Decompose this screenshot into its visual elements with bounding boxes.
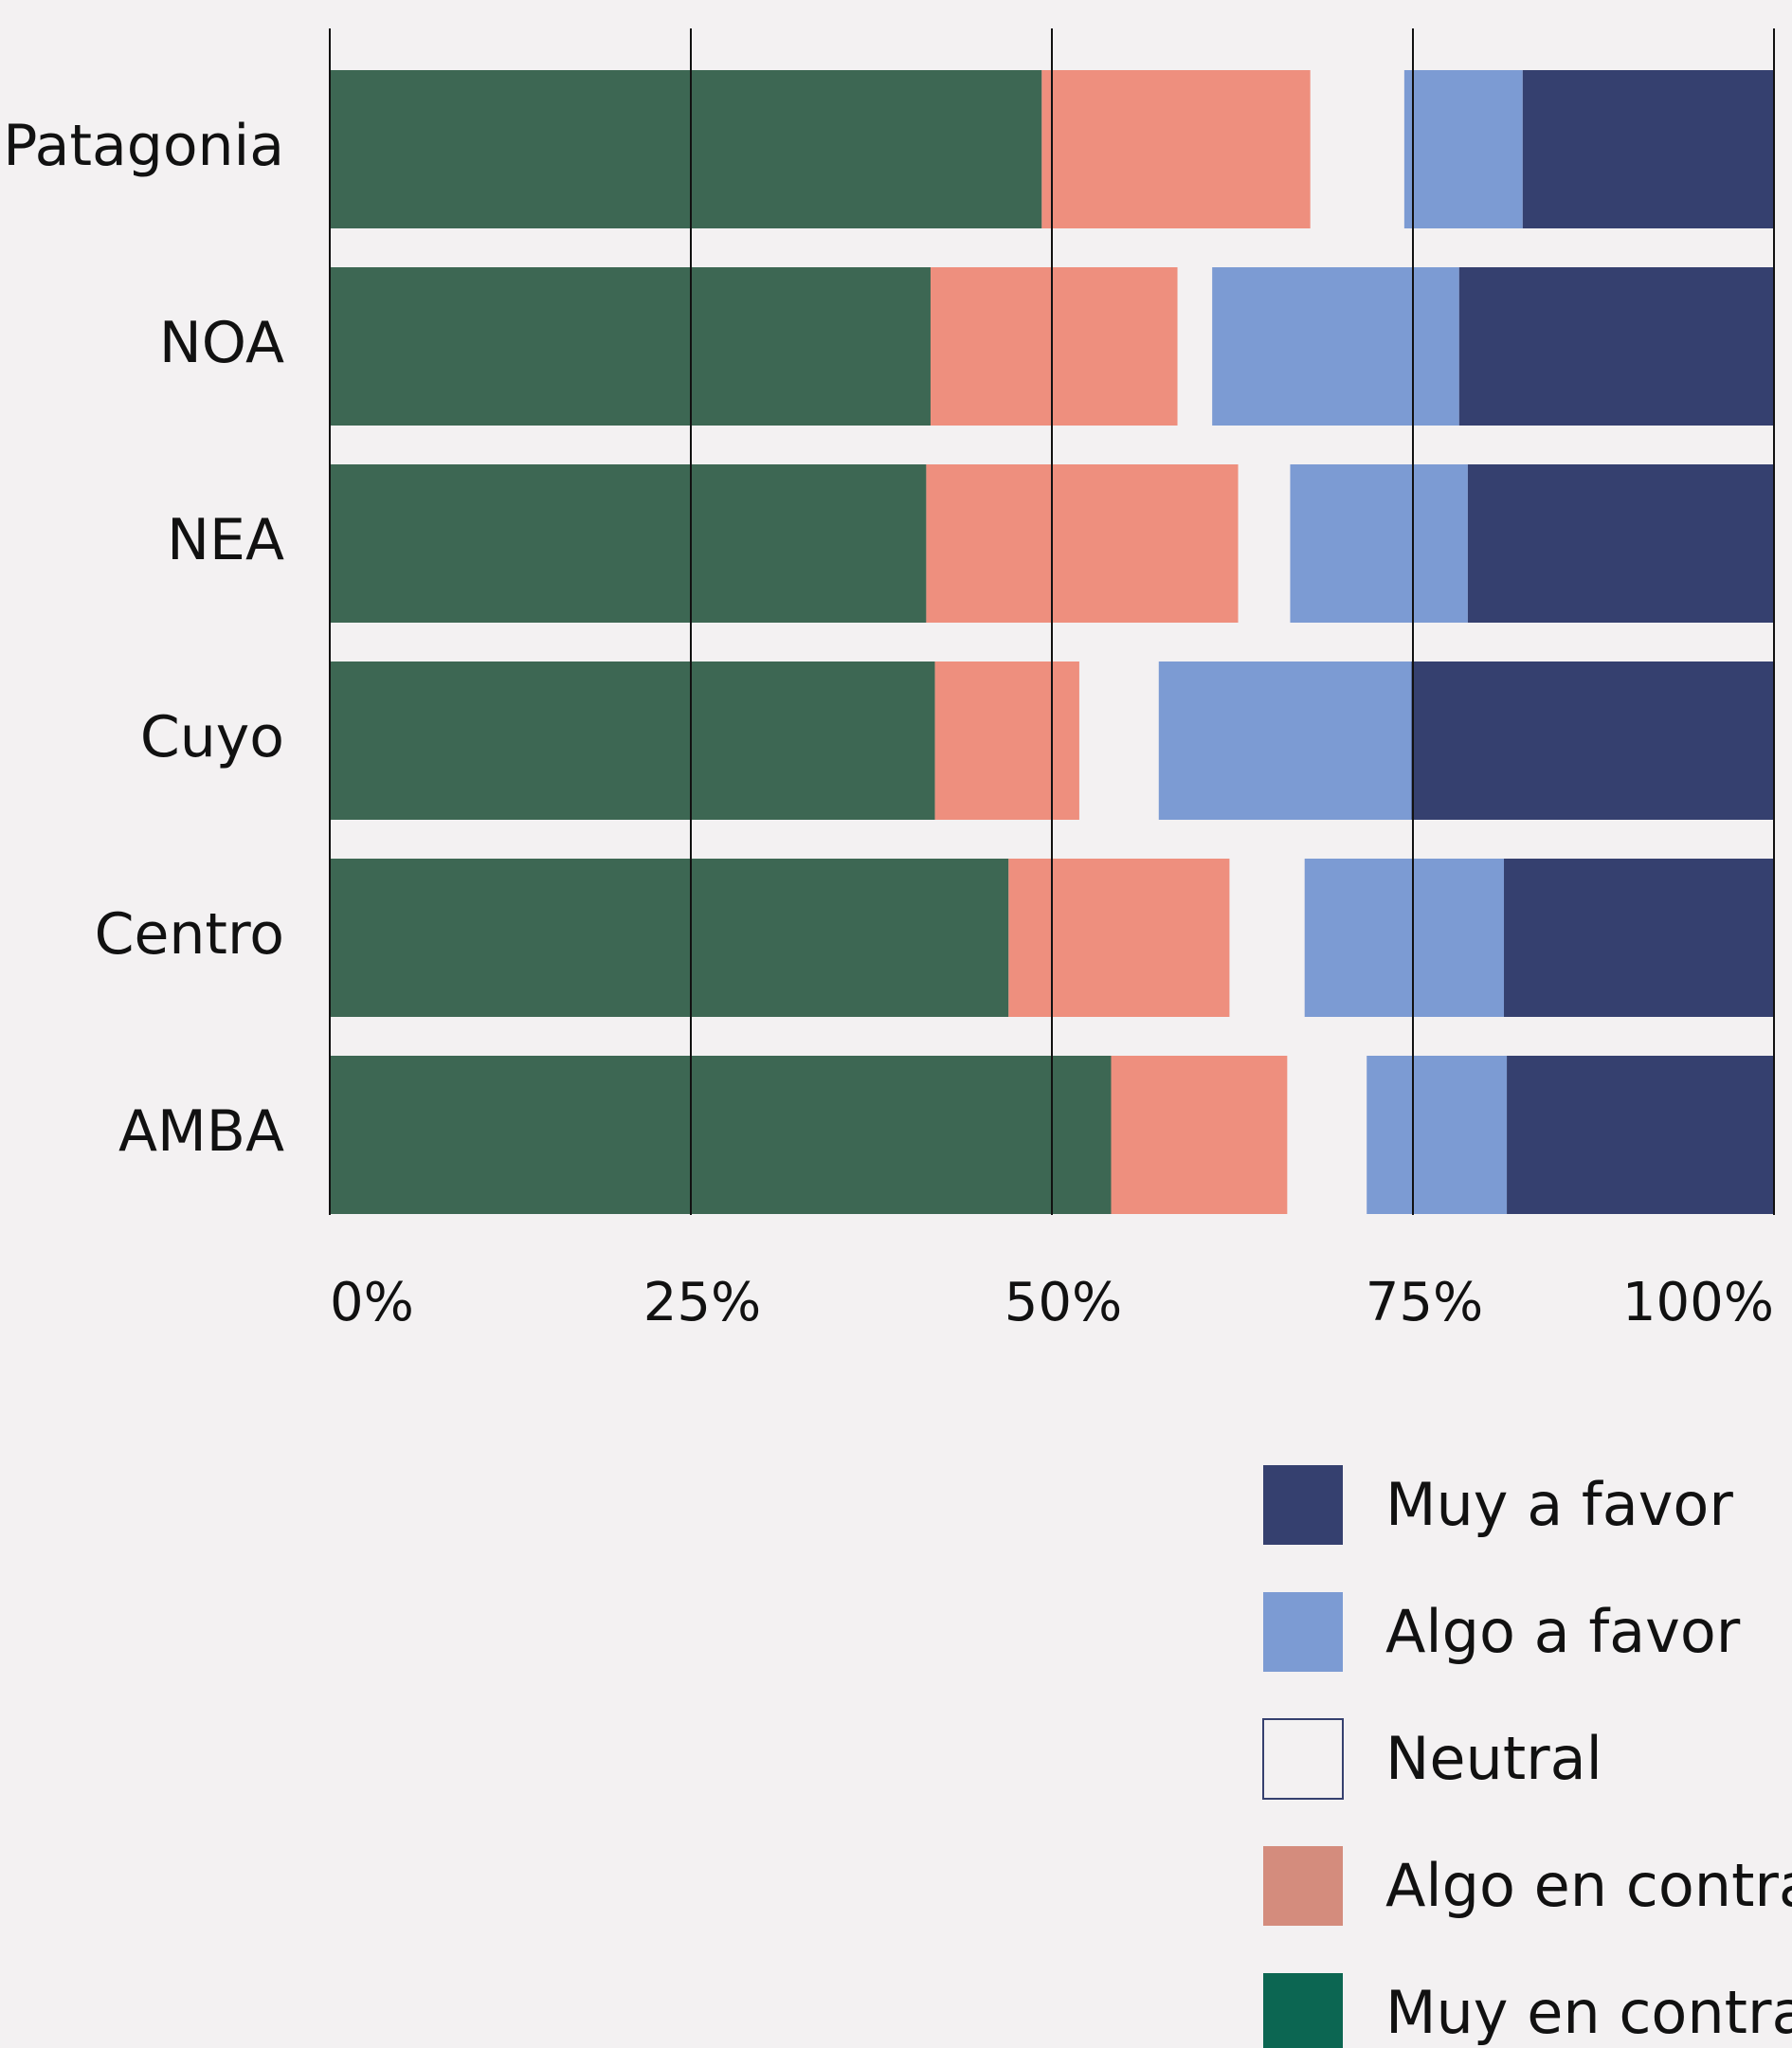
category-label-cuyo: Cuyo bbox=[140, 704, 284, 770]
bar-segment-patagonia-muy-a-favor bbox=[1522, 70, 1774, 228]
bar-segment-nea-muy-en-contra bbox=[330, 464, 927, 623]
x-tick-label-25: 25% bbox=[643, 1272, 761, 1333]
bar-segment-noa-muy-a-favor bbox=[1458, 267, 1774, 426]
bar-segment-noa-neutral bbox=[1177, 267, 1213, 426]
bar-segment-cuyo-muy-en-contra bbox=[330, 662, 935, 820]
bar-segment-patagonia-neutral bbox=[1310, 70, 1404, 228]
bar-segment-noa-algo-en-contra bbox=[930, 267, 1178, 426]
bar-segment-cuyo-neutral bbox=[1078, 662, 1159, 820]
bar-segment-cuyo-algo-en-contra bbox=[934, 662, 1079, 820]
bar-segment-centro-algo-a-favor bbox=[1304, 859, 1505, 1017]
bar-segment-centro-algo-en-contra bbox=[1008, 859, 1230, 1017]
bar-segment-nea-neutral bbox=[1238, 464, 1291, 623]
bar-segment-noa-muy-en-contra bbox=[330, 267, 931, 426]
x-tick-label-100: 100% bbox=[1622, 1272, 1774, 1333]
bar-segment-patagonia-muy-en-contra bbox=[330, 70, 1042, 228]
category-label-noa: NOA bbox=[159, 310, 284, 376]
legend-label-muy-en-contra: Muy en contra bbox=[1385, 1978, 1792, 2047]
bar-segment-cuyo-muy-a-favor bbox=[1411, 662, 1774, 820]
legend-label-muy-a-favor: Muy a favor bbox=[1385, 1470, 1733, 1539]
category-labels: Patagonia NOA NEA Cuyo Centro AMBA bbox=[3, 113, 284, 1165]
x-tick-label-75: 75% bbox=[1366, 1272, 1483, 1333]
category-label-amba: AMBA bbox=[118, 1098, 284, 1165]
x-tick-label-50: 50% bbox=[1005, 1272, 1122, 1333]
legend-label-neutral: Neutral bbox=[1385, 1724, 1602, 1793]
x-tick-label-0: 0% bbox=[330, 1272, 414, 1333]
bar-segment-centro-neutral bbox=[1229, 859, 1305, 1017]
legend-swatch-algo-en-contra bbox=[1263, 1846, 1343, 1926]
bar-segment-noa-algo-a-favor bbox=[1212, 267, 1459, 426]
legend-swatch-muy-a-favor bbox=[1263, 1465, 1343, 1545]
bars-layer bbox=[330, 70, 1774, 1214]
bar-segment-amba-algo-a-favor bbox=[1367, 1056, 1508, 1214]
legend-swatch-neutral bbox=[1262, 1718, 1344, 1800]
category-label-nea: NEA bbox=[167, 507, 284, 573]
bar-segment-amba-algo-en-contra bbox=[1111, 1056, 1288, 1214]
category-label-centro: Centro bbox=[95, 901, 284, 968]
bar-segment-cuyo-algo-a-favor bbox=[1158, 662, 1412, 820]
legend-label-algo-en-contra: Algo en contra bbox=[1385, 1851, 1792, 1920]
x-axis-tick-labels: 0% 25% 50% 75% 100% bbox=[330, 1272, 1774, 1333]
legend-label-algo-a-favor: Algo a favor bbox=[1385, 1597, 1741, 1666]
bar-segment-nea-algo-a-favor bbox=[1290, 464, 1468, 623]
bar-segment-centro-muy-a-favor bbox=[1504, 859, 1774, 1017]
bar-segment-nea-algo-en-contra bbox=[926, 464, 1239, 623]
bar-segment-amba-muy-a-favor bbox=[1507, 1056, 1774, 1214]
legend-swatch-algo-a-favor bbox=[1263, 1592, 1343, 1672]
bar-segment-patagonia-algo-en-contra bbox=[1041, 70, 1311, 228]
legend: Muy a favor Algo a favor Neutral Algo en co… bbox=[1262, 1465, 1792, 2048]
bar-segment-amba-neutral bbox=[1287, 1056, 1367, 1214]
bar-segment-amba-muy-en-contra bbox=[330, 1056, 1112, 1214]
category-label-patagonia: Patagonia bbox=[3, 113, 284, 179]
bar-segment-nea-muy-a-favor bbox=[1467, 464, 1774, 623]
bar-segment-centro-muy-en-contra bbox=[330, 859, 1009, 1017]
legend-swatch-muy-en-contra bbox=[1263, 1973, 1343, 2048]
bar-segment-patagonia-algo-a-favor bbox=[1403, 70, 1523, 228]
gridlines-layer bbox=[329, 28, 1775, 1215]
